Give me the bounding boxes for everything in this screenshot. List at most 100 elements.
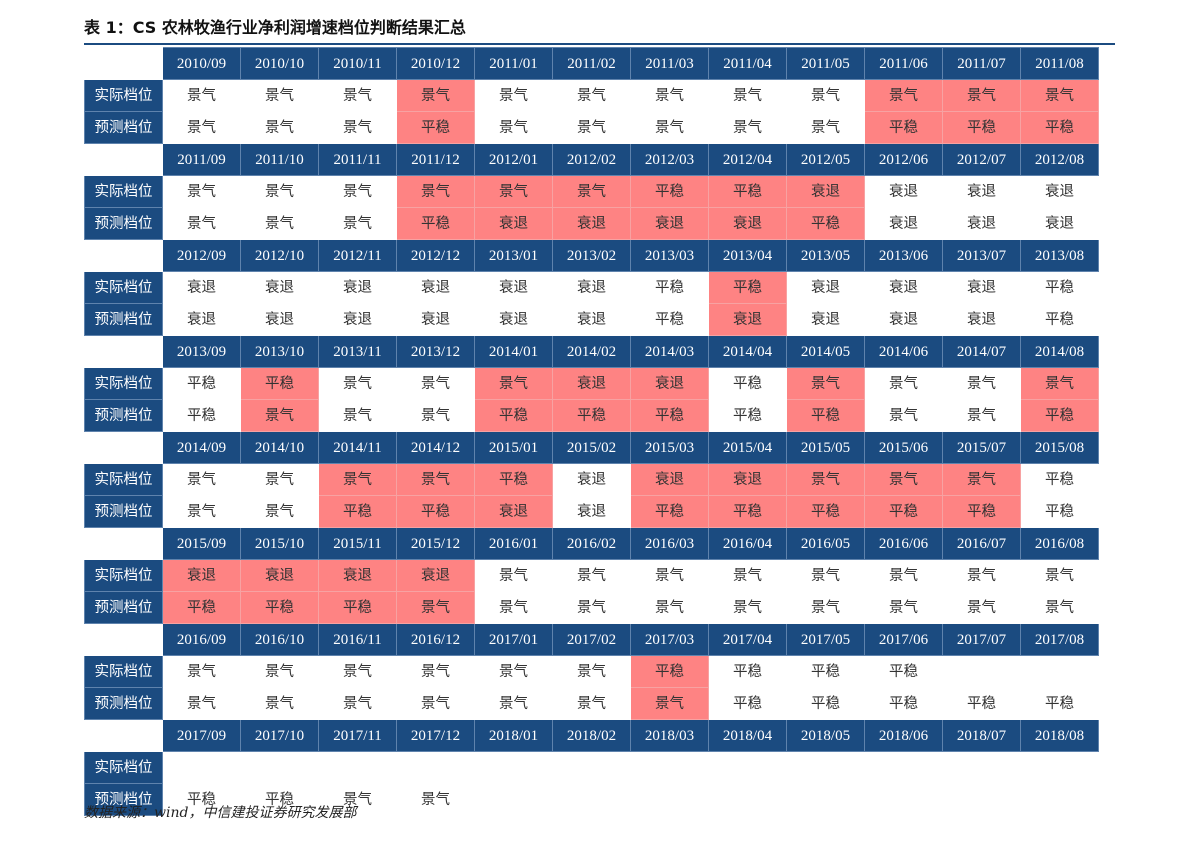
actual-value-cell: 平稳 (630, 175, 709, 208)
predicted-value-cell: 平稳 (396, 111, 475, 144)
predicted-value-cell: 平稳 (474, 399, 553, 432)
actual-value-cell: 景气 (552, 175, 631, 208)
actual-value-cell: 景气 (786, 367, 865, 400)
actual-value-cell: 景气 (552, 79, 631, 112)
actual-value-cell (786, 751, 865, 784)
month-header-cell: 2016/07 (942, 527, 1021, 560)
predicted-row-label: 预测档位 (84, 111, 163, 144)
month-header-cell: 2013/12 (396, 335, 475, 368)
corner-blank (84, 719, 163, 752)
month-header-cell: 2016/04 (708, 527, 787, 560)
month-header-row: 2014/09 2014/10 2014/11 2014/12 2015/01 2015/… (84, 431, 1099, 464)
predicted-value-cell (864, 783, 943, 816)
predicted-value-cell: 景气 (942, 591, 1021, 624)
actual-value-cell: 平稳 (630, 271, 709, 304)
month-header-cell: 2015/09 (162, 527, 241, 560)
predicted-row-label: 预测档位 (84, 783, 163, 816)
actual-value-cell: 衰退 (942, 175, 1021, 208)
actual-value-cell: 景气 (474, 655, 553, 688)
month-header-cell: 2014/01 (474, 335, 553, 368)
predicted-value-cell: 景气 (630, 687, 709, 720)
actual-value-cell (474, 751, 553, 784)
actual-value-cell: 景气 (474, 79, 553, 112)
predicted-value-cell: 衰退 (474, 303, 553, 336)
actual-value-cell: 景气 (474, 175, 553, 208)
actual-value-cell: 平稳 (1020, 463, 1099, 496)
actual-value-cell: 衰退 (552, 271, 631, 304)
month-header-cell: 2010/09 (162, 47, 241, 80)
month-header-cell: 2011/02 (552, 47, 631, 80)
actual-row: 实际档位 (84, 751, 1099, 784)
predicted-value-cell: 平稳 (318, 495, 397, 528)
actual-value-cell: 衰退 (1020, 175, 1099, 208)
actual-value-cell: 衰退 (708, 463, 787, 496)
actual-value-cell: 景气 (396, 79, 475, 112)
actual-value-cell: 景气 (396, 463, 475, 496)
predicted-value-cell: 衰退 (396, 303, 475, 336)
month-header-row: 2013/09 2013/10 2013/11 2013/12 2014/01 2014/… (84, 335, 1099, 368)
month-header-cell: 2011/04 (708, 47, 787, 80)
predicted-value-cell (474, 783, 553, 816)
predicted-value-cell: 景气 (864, 591, 943, 624)
predicted-value-cell: 平稳 (1020, 687, 1099, 720)
actual-value-cell: 景气 (318, 79, 397, 112)
actual-row-label: 实际档位 (84, 175, 163, 208)
actual-value-cell: 衰退 (162, 559, 241, 592)
month-header-cell: 2015/03 (630, 431, 709, 464)
month-header-cell: 2015/07 (942, 431, 1021, 464)
actual-value-cell (1020, 751, 1099, 784)
predicted-row: 预测档位 平稳 平稳 平稳 景气 景气 景气 景气 景气 景气 景气 景气 景气 (84, 591, 1099, 624)
predicted-value-cell: 景气 (708, 591, 787, 624)
predicted-value-cell: 衰退 (552, 495, 631, 528)
month-header-cell: 2012/04 (708, 143, 787, 176)
actual-row-label: 实际档位 (84, 271, 163, 304)
actual-row-label: 实际档位 (84, 79, 163, 112)
month-header-cell: 2011/05 (786, 47, 865, 80)
actual-value-cell: 景气 (396, 655, 475, 688)
actual-value-cell: 景气 (630, 79, 709, 112)
actual-value-cell: 衰退 (786, 175, 865, 208)
predicted-row-label: 预测档位 (84, 399, 163, 432)
predicted-value-cell: 景气 (630, 591, 709, 624)
month-header-cell: 2011/08 (1020, 47, 1099, 80)
actual-value-cell: 景气 (240, 79, 319, 112)
month-header-cell: 2011/12 (396, 143, 475, 176)
month-header-cell: 2016/10 (240, 623, 319, 656)
predicted-value-cell: 景气 (474, 111, 553, 144)
predicted-value-cell: 景气 (786, 111, 865, 144)
actual-value-cell: 景气 (630, 559, 709, 592)
actual-value-cell (318, 751, 397, 784)
actual-row: 实际档位 景气 景气 景气 景气 景气 景气 平稳 平稳 衰退 衰退 衰退 衰退 (84, 175, 1099, 208)
month-header-cell: 2016/02 (552, 527, 631, 560)
predicted-value-cell: 平稳 (1020, 399, 1099, 432)
predicted-value-cell: 景气 (396, 591, 475, 624)
corner-blank (84, 47, 163, 80)
actual-value-cell: 衰退 (240, 559, 319, 592)
predicted-row: 预测档位 景气 景气 景气 景气 景气 景气 景气 平稳 平稳 平稳 平稳 平稳 (84, 687, 1099, 720)
predicted-value-cell: 衰退 (318, 303, 397, 336)
predicted-value-cell: 景气 (240, 111, 319, 144)
predicted-value-cell: 衰退 (942, 207, 1021, 240)
month-header-cell: 2013/11 (318, 335, 397, 368)
predicted-value-cell: 景气 (162, 495, 241, 528)
month-header-cell: 2016/11 (318, 623, 397, 656)
actual-row: 实际档位 景气 景气 景气 景气 景气 景气 平稳 平稳 平稳 平稳 (84, 655, 1099, 688)
predicted-value-cell: 平稳 (552, 399, 631, 432)
actual-value-cell: 景气 (240, 463, 319, 496)
predicted-value-cell: 景气 (162, 207, 241, 240)
month-header-cell: 2011/06 (864, 47, 943, 80)
month-header-cell: 2018/01 (474, 719, 553, 752)
month-header-row: 2015/09 2015/10 2015/11 2015/12 2016/01 2016/… (84, 527, 1099, 560)
actual-value-cell: 景气 (162, 175, 241, 208)
predicted-value-cell: 景气 (318, 111, 397, 144)
actual-value-cell (942, 655, 1021, 688)
actual-value-cell: 景气 (1020, 367, 1099, 400)
predicted-value-cell (552, 783, 631, 816)
actual-value-cell: 衰退 (864, 175, 943, 208)
predicted-value-cell: 平稳 (318, 591, 397, 624)
month-header-cell: 2012/08 (1020, 143, 1099, 176)
actual-value-cell (942, 751, 1021, 784)
predicted-value-cell: 景气 (240, 687, 319, 720)
month-header-row: 2017/09 2017/10 2017/11 2017/12 2018/01 2018/… (84, 719, 1099, 752)
actual-row-label: 实际档位 (84, 559, 163, 592)
